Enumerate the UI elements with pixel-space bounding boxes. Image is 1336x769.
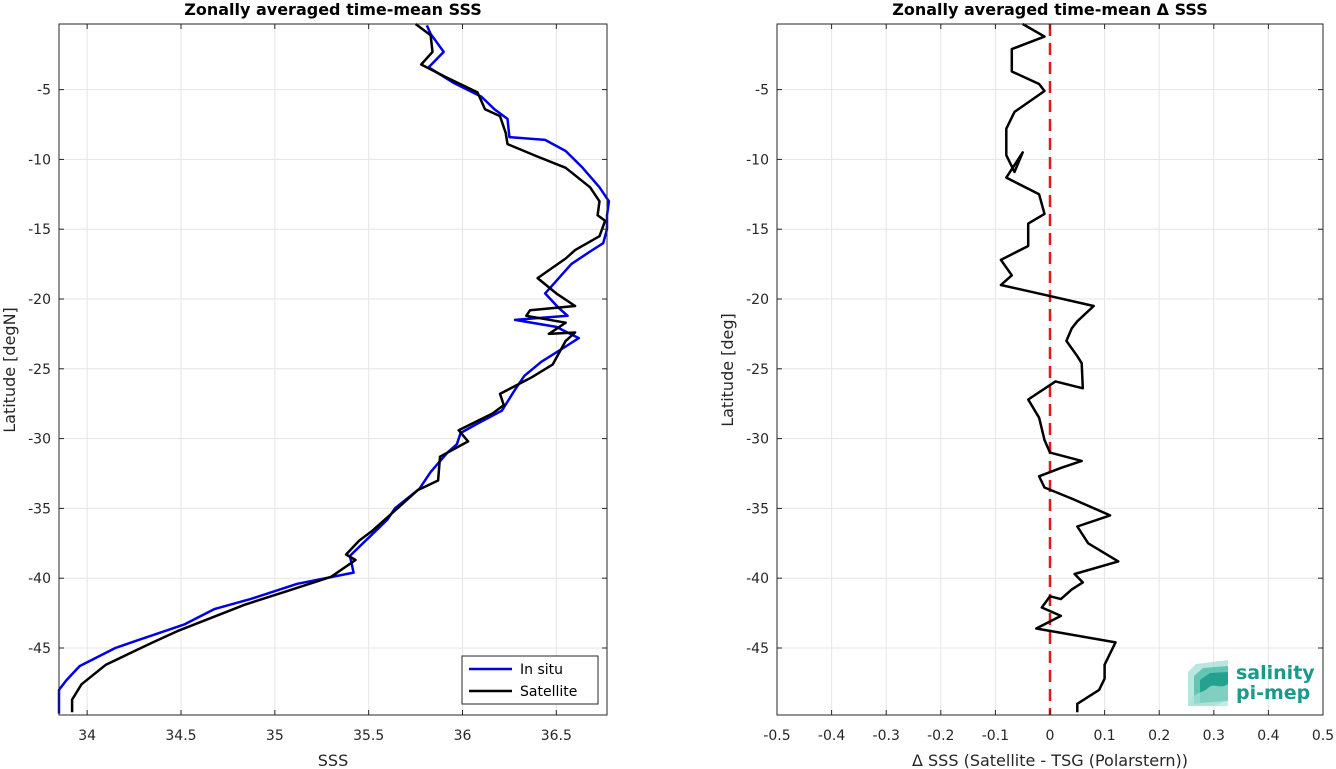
left-y-tick-label: -5: [37, 83, 51, 99]
left-y-tick-label: -10: [28, 152, 51, 168]
right-x-tick-label: -0.1: [982, 728, 1009, 744]
left-y-tick-label: -35: [28, 501, 51, 517]
left-series-line-satellite: [70, 22, 607, 713]
left-x-tick-label: 35.5: [353, 728, 384, 744]
right-x-tick-label: -0.2: [927, 728, 954, 744]
logo-text-salinity: salinity: [1236, 662, 1315, 684]
right-y-tick-label: -25: [746, 362, 769, 378]
logo-text-pi-mep: pi-mep: [1236, 682, 1310, 704]
left-ticks: 34 34.5 35 35.5 36 36.5 -5 -10 -15 -20 -25 -30 -35 -4…: [28, 24, 607, 744]
left-y-axis-label: Latitude [degN]: [0, 307, 19, 433]
left-x-tick-label: 34.5: [165, 728, 196, 744]
right-chart-title: Zonally averaged time-mean Δ SSS: [892, 0, 1208, 19]
right-y-tick-label: -30: [746, 432, 769, 448]
left-x-tick-label: 36: [454, 728, 472, 744]
left-x-tick-label: 35: [266, 728, 284, 744]
legend: In situ Satellite: [461, 655, 599, 705]
right-x-tick-label: 0.3: [1203, 728, 1225, 744]
right-y-tick-label: -10: [746, 152, 769, 168]
right-x-tick-label: -0.5: [763, 728, 790, 744]
left-chart-title: Zonally averaged time-mean SSS: [184, 0, 482, 19]
salinity-pi-mep-logo: salinity pi-mep: [1188, 660, 1315, 706]
left-y-tick-label: -20: [28, 292, 51, 308]
legend-label-in-situ: In situ: [520, 662, 563, 678]
left-series: [57, 22, 611, 714]
left-panel: Zonally averaged time-mean SSS 34 34.5 35 3…: [0, 0, 611, 769]
left-y-tick-label: -45: [28, 641, 51, 657]
right-series: [999, 22, 1120, 715]
logo-wave-icon: [1188, 660, 1228, 706]
right-x-tick-label: -0.4: [818, 728, 845, 744]
right-panel: Zonally averaged time-mean Δ SSS -0.5 -0.…: [718, 0, 1334, 769]
left-x-tick-label: 36.5: [541, 728, 572, 744]
right-series-line-delta-sss: [999, 22, 1120, 713]
right-x-axis-label: Δ SSS (Satellite - TSG (Polarstern)): [912, 751, 1188, 769]
right-y-tick-label: -35: [746, 501, 769, 517]
left-y-tick-label: -15: [28, 222, 51, 238]
right-x-tick-label: 0.1: [1093, 728, 1115, 744]
right-y-tick-label: -5: [755, 83, 769, 99]
right-x-tick-label: 0: [1046, 728, 1055, 744]
right-x-tick-label: -0.3: [873, 728, 900, 744]
right-x-tick-label: 0.2: [1148, 728, 1170, 744]
right-ticks: -0.5 -0.4 -0.3 -0.2 -0.1 0 0.1 0.2 0.3 0.4 0.5 -5 -1…: [746, 24, 1334, 744]
left-plot-frame: [58, 23, 608, 716]
left-x-tick-label: 34: [78, 728, 96, 744]
left-series-line-in-situ: [57, 24, 611, 714]
left-y-tick-label: -40: [28, 571, 51, 587]
legend-label-satellite: Satellite: [520, 684, 577, 700]
left-x-axis-label: SSS: [318, 751, 348, 769]
right-x-tick-label: 0.4: [1257, 728, 1279, 744]
left-y-tick-label: -25: [28, 362, 51, 378]
right-x-tick-label: 0.5: [1312, 728, 1334, 744]
right-y-tick-label: -20: [746, 292, 769, 308]
right-y-axis-label: Latitude [deg]: [718, 313, 737, 427]
right-y-tick-label: -40: [746, 571, 769, 587]
legend-box: [461, 655, 599, 705]
right-y-tick-label: -15: [746, 222, 769, 238]
left-y-tick-label: -30: [28, 432, 51, 448]
left-grid: [59, 24, 607, 715]
right-y-tick-label: -45: [746, 641, 769, 657]
